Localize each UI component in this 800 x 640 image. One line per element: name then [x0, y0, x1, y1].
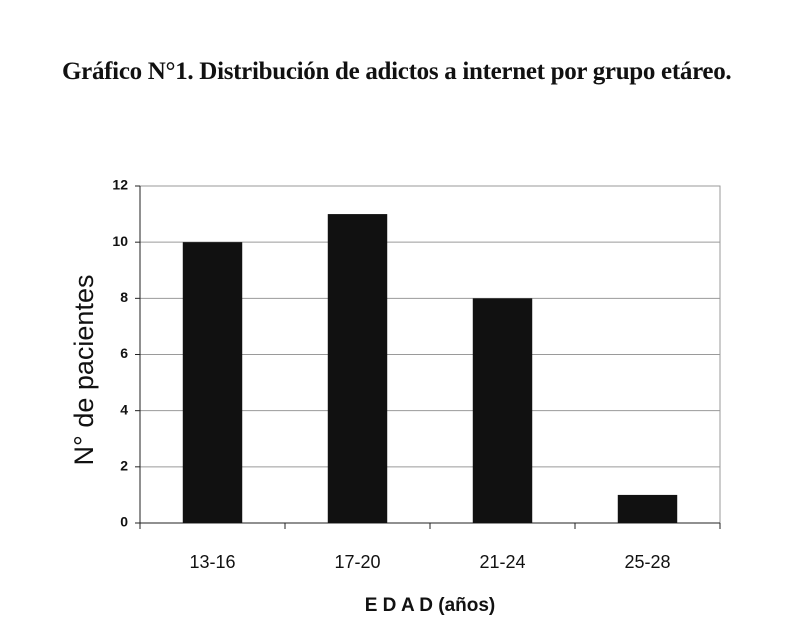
- x-axis-label: E D A D (años): [365, 595, 496, 616]
- x-tick-label: 21-24: [479, 552, 525, 572]
- y-tick-label: 8: [120, 289, 128, 305]
- y-tick-label: 4: [120, 401, 128, 417]
- y-tick-label: 10: [112, 233, 128, 249]
- bar: [182, 242, 243, 523]
- x-tick-label: 17-20: [334, 552, 380, 572]
- y-tick-label: 12: [112, 177, 128, 193]
- y-tick-label: 6: [120, 345, 128, 361]
- y-tick-label: 2: [120, 458, 128, 474]
- bar: [472, 298, 533, 523]
- bar: [617, 494, 678, 523]
- x-tick-label: 13-16: [189, 552, 235, 572]
- x-tick-label: 25-28: [624, 552, 670, 572]
- chart-title: Gráfico N°1. Distribución de adictos a i…: [62, 58, 732, 85]
- y-axis-label: N° de pacientes: [69, 275, 99, 466]
- bar: [327, 214, 388, 524]
- y-tick-label: 0: [120, 514, 128, 530]
